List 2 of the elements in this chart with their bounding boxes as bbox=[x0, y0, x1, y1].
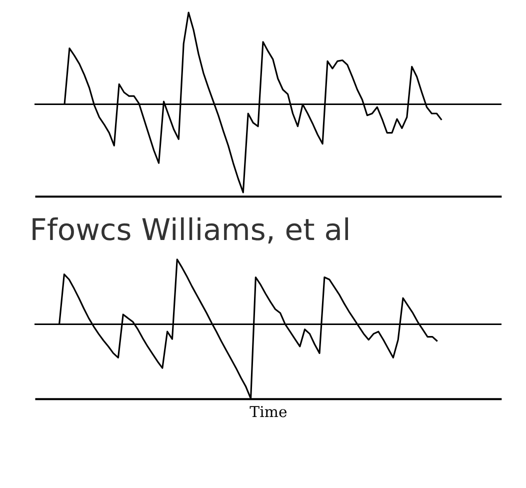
x-axis-title: Time bbox=[250, 402, 288, 421]
chart-title: Ffowcs Williams, et al bbox=[30, 212, 351, 248]
